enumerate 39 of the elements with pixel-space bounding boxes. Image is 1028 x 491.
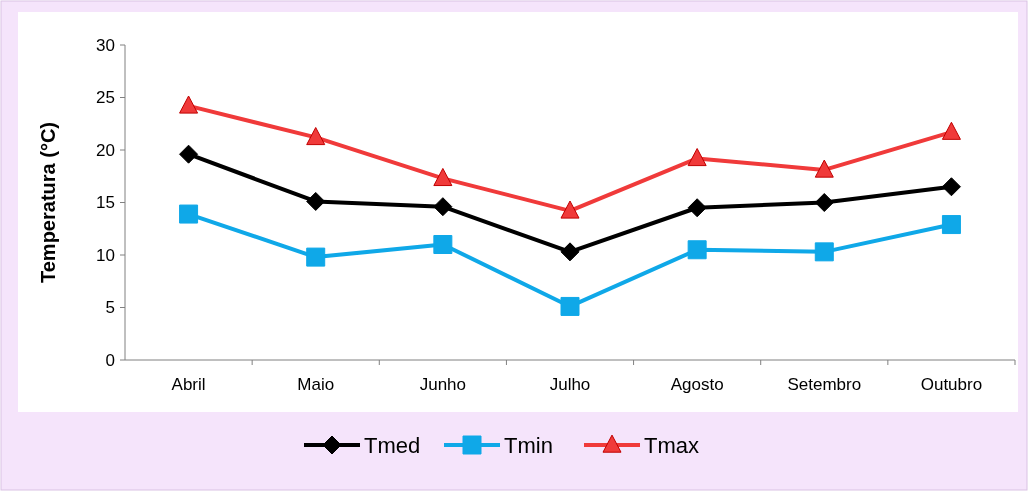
point [179, 204, 199, 224]
point [814, 193, 834, 212]
y-tick-label: 0 [105, 350, 115, 370]
point [306, 247, 326, 267]
y-tick-label: 10 [96, 245, 115, 265]
point [560, 242, 580, 262]
point [179, 144, 199, 164]
point [814, 159, 834, 178]
point [306, 127, 326, 146]
y-tick-label: 25 [96, 88, 115, 108]
point [306, 191, 326, 211]
legend-label: Tmed [364, 432, 421, 458]
point [814, 242, 834, 262]
legend-label: Tmin [504, 432, 553, 458]
x-tick-label: Abril [171, 375, 206, 394]
y-tick-label: 20 [96, 140, 115, 160]
point [433, 197, 453, 217]
y-tick-label: 30 [96, 35, 115, 55]
point [179, 95, 199, 114]
x-tick-label: Outubro [920, 375, 983, 394]
x-tick-label: Junho [419, 375, 467, 394]
point [941, 177, 961, 197]
point [687, 148, 707, 167]
point [433, 167, 453, 187]
y-tick-label: 5 [105, 298, 115, 318]
x-tick-label: Agosto [670, 375, 724, 394]
point [560, 296, 580, 316]
point [687, 198, 707, 218]
y-tick-label: 15 [96, 193, 115, 213]
legend-label: Tmax [644, 432, 699, 458]
y-axis-title: Temperatura (°C) [37, 122, 59, 283]
point [560, 200, 580, 219]
point [687, 240, 707, 260]
x-tick-label: Setembro [787, 375, 862, 394]
x-tick-label: Julho [549, 375, 591, 394]
point [433, 235, 453, 254]
point [941, 121, 961, 140]
x-tick-label: Maio [297, 375, 335, 394]
point [941, 215, 961, 235]
